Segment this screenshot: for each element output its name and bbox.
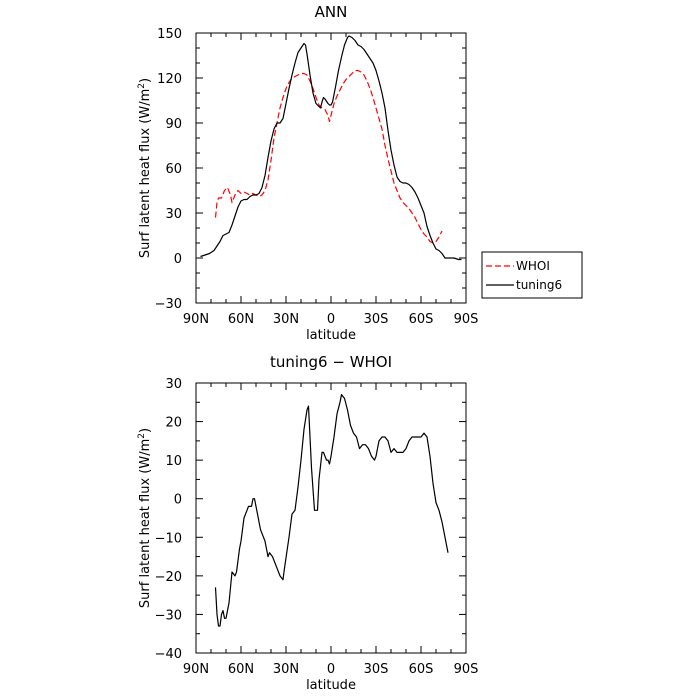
series-line-WHOI xyxy=(214,69,443,244)
x-tick-label: 60N xyxy=(228,312,254,327)
y-tick-label: 0 xyxy=(174,252,182,267)
y-tick-label: 120 xyxy=(157,72,182,87)
y-axis-label: Surf latent heat flux (W/m2) xyxy=(137,428,153,608)
top-panel-ann: ANN 90N 60N 30N 0 30S 60S 90S −30 0 30 60 90 120 150 la… xyxy=(137,3,583,343)
plot-frame xyxy=(195,382,467,654)
y-axis-label-close: ) xyxy=(138,428,153,433)
x-tick-label: 60N xyxy=(228,662,254,677)
y-tick-label: 20 xyxy=(165,416,182,431)
x-tick-label: 30S xyxy=(364,312,389,327)
x-tick-label: 30N xyxy=(273,312,299,327)
y-tick-label: 30 xyxy=(165,207,182,222)
x-tick-label: 60S xyxy=(409,662,434,677)
chart-title: tuning6 − WHOI xyxy=(270,353,392,371)
y-axis-label-exponent: 2 xyxy=(137,83,147,89)
y-tick-label: −30 xyxy=(155,608,182,623)
x-tick-label: 30N xyxy=(273,662,299,677)
legend-box xyxy=(481,251,583,299)
y-axis-label: Surf latent heat flux (W/m2) xyxy=(137,78,153,258)
y-tick-label: 0 xyxy=(174,493,182,508)
y-tick-label: 10 xyxy=(165,454,182,469)
y-tick-label: −30 xyxy=(155,297,182,312)
series-line-difference xyxy=(214,394,449,627)
y-tick-label: −20 xyxy=(155,570,182,585)
x-tick-label: 90S xyxy=(454,662,479,677)
x-axis-label: latitude xyxy=(306,328,356,343)
chart-title: ANN xyxy=(315,3,348,21)
y-tick-label: 60 xyxy=(165,162,182,177)
legend-label-tuning6: tuning6 xyxy=(516,278,562,292)
y-axis-label-main: Surf latent heat flux (W/m xyxy=(138,89,153,258)
x-axis-label: latitude xyxy=(306,678,356,693)
x-tick-label: 90N xyxy=(183,312,209,327)
series-line-tuning6 xyxy=(200,35,462,261)
y-tick-label: 90 xyxy=(165,117,182,132)
x-tick-label: 0 xyxy=(327,662,335,677)
legend-label-WHOI: WHOI xyxy=(516,259,550,273)
y-axis-label-close: ) xyxy=(138,78,153,83)
x-tick-label: 60S xyxy=(409,312,434,327)
legend: WHOI tuning6 xyxy=(481,251,583,299)
bottom-panel-difference: tuning6 − WHOI 90N 60N 30N 0 30S 60S 90S −40 −30 −… xyxy=(137,353,478,693)
y-axis-label-exponent: 2 xyxy=(137,433,147,439)
x-tick-label: 90S xyxy=(454,312,479,327)
y-tick-label: −10 xyxy=(155,531,182,546)
x-tick-label: 0 xyxy=(327,312,335,327)
plot-frame xyxy=(195,32,467,304)
y-tick-label: 30 xyxy=(165,377,182,392)
y-axis-label-main: Surf latent heat flux (W/m xyxy=(138,439,153,608)
x-tick-label: 90N xyxy=(183,662,209,677)
y-tick-label: −40 xyxy=(155,647,182,662)
y-tick-label: 150 xyxy=(157,27,182,42)
x-tick-label: 30S xyxy=(364,662,389,677)
